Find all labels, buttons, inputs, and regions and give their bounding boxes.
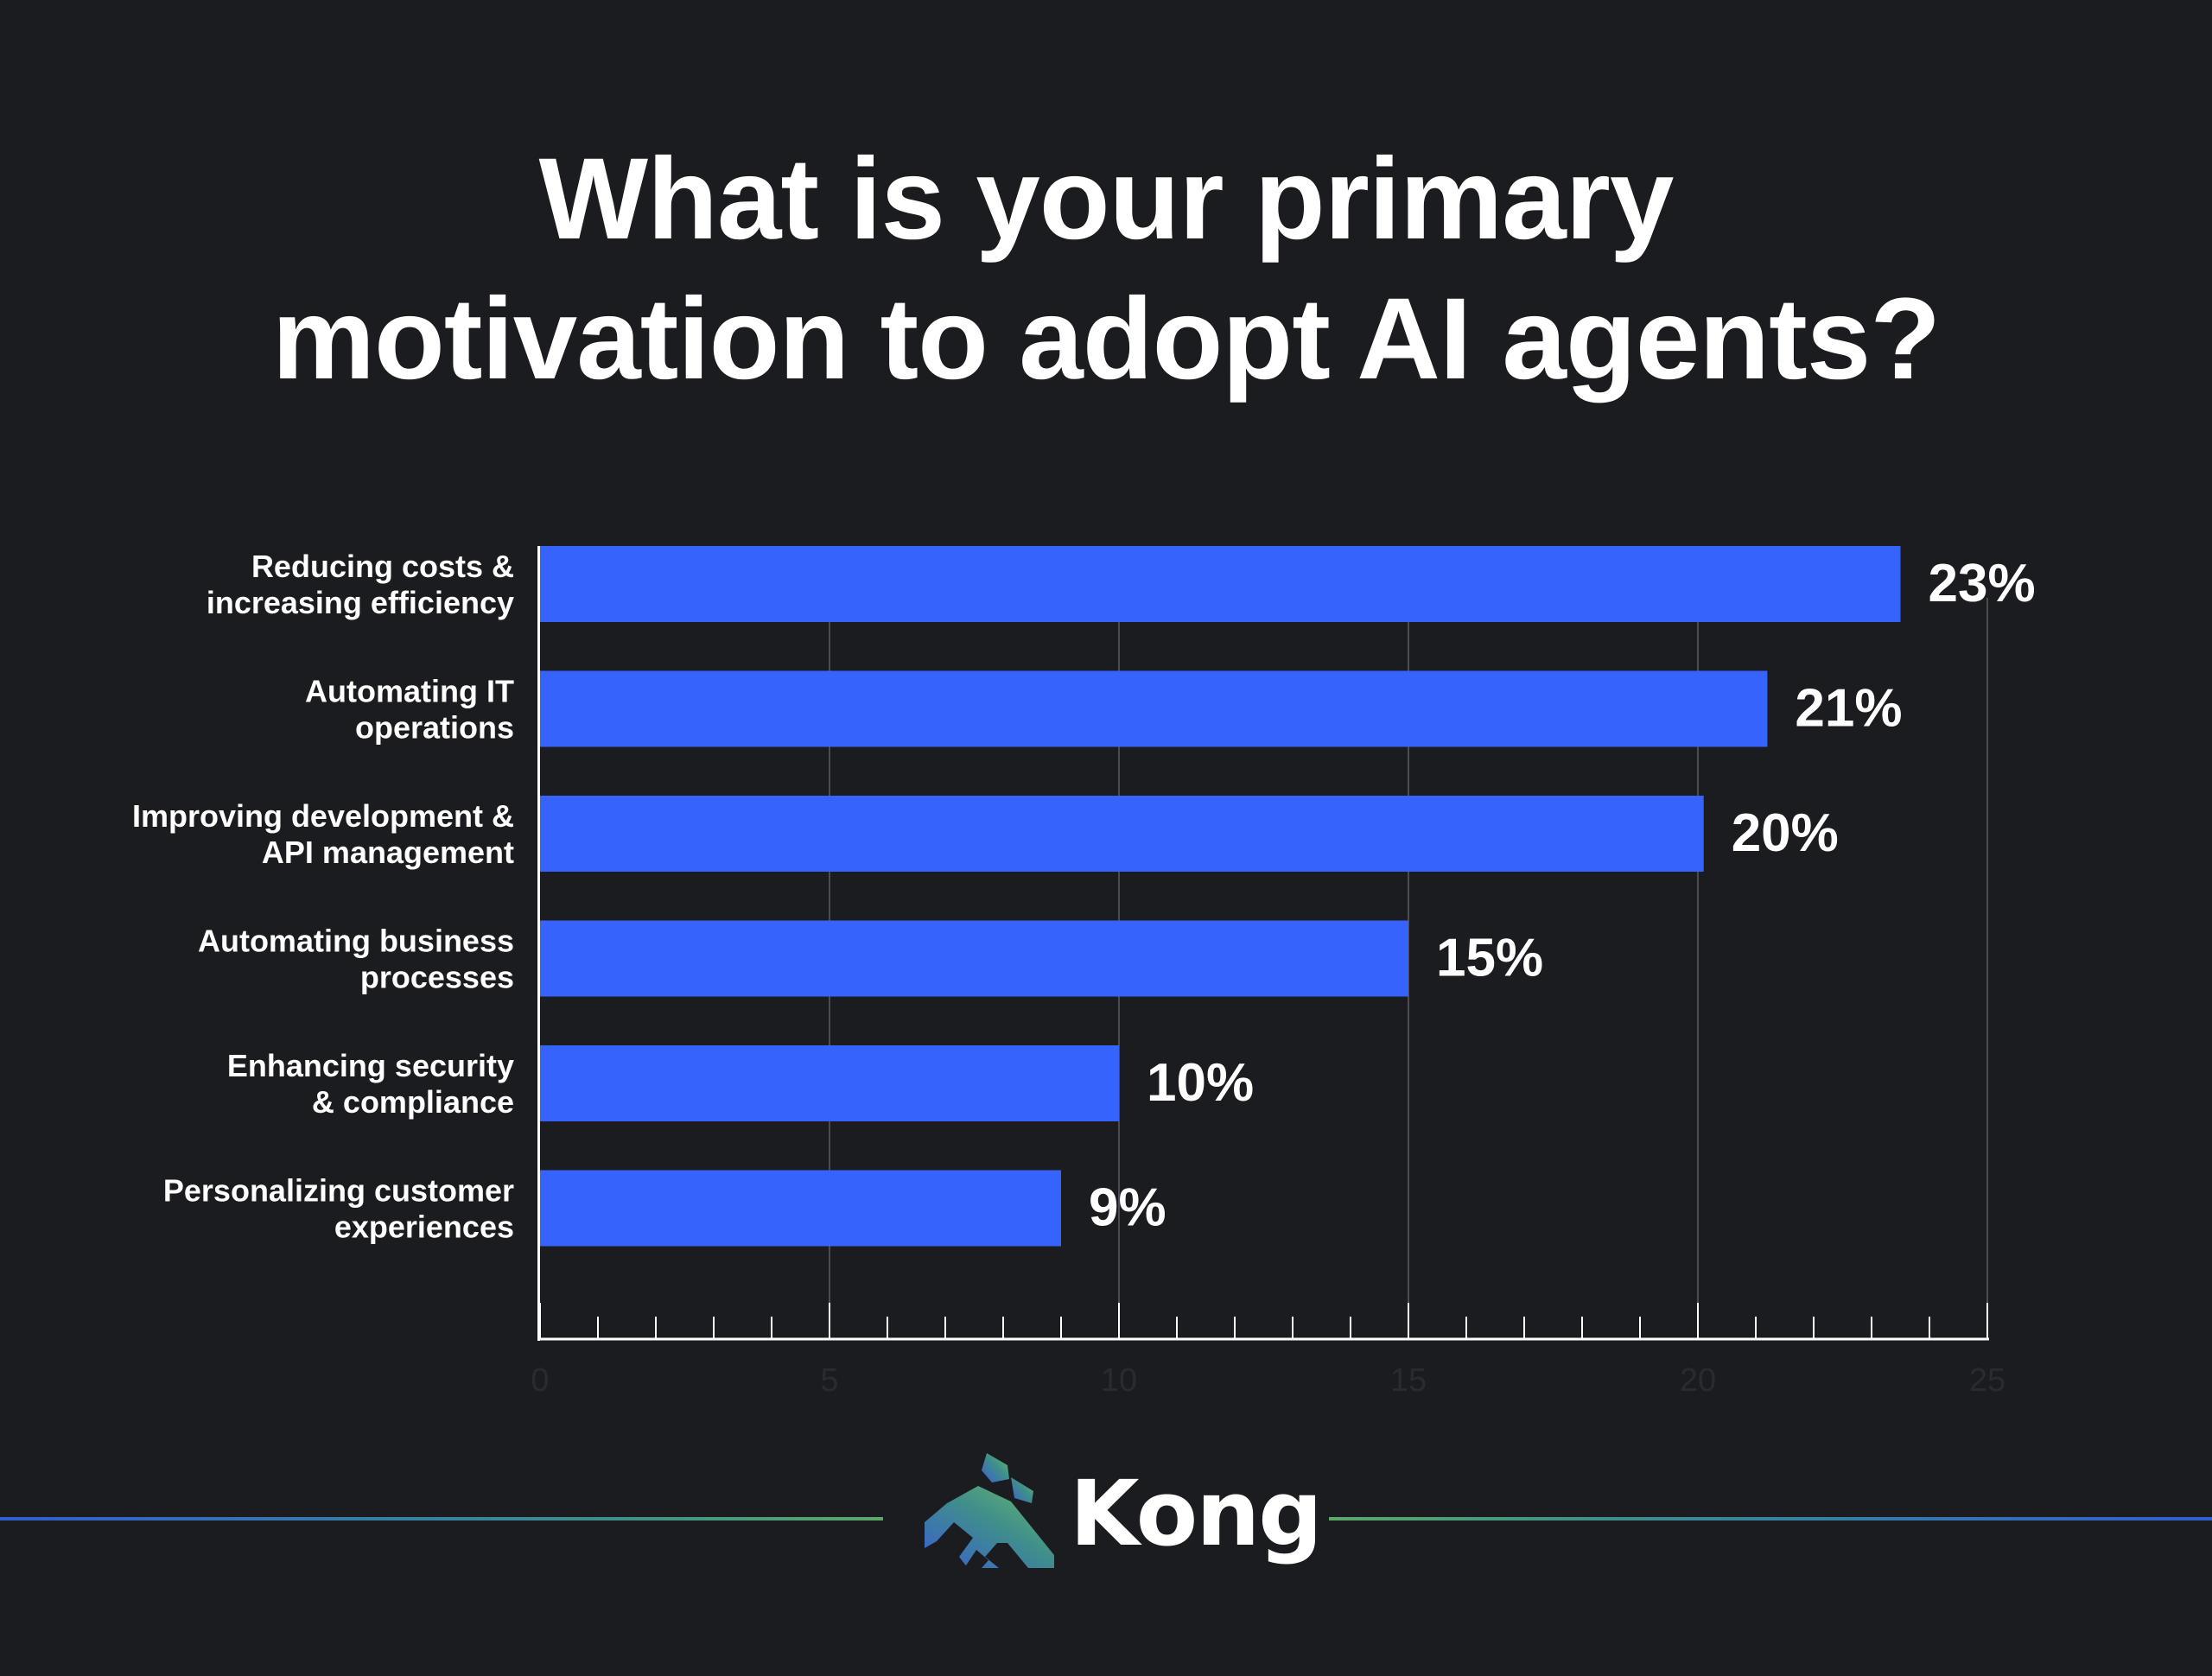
data-label-2: 20% bbox=[1732, 803, 1839, 863]
bars bbox=[540, 546, 1901, 1247]
bar-2 bbox=[540, 796, 1704, 872]
category-label-2: Improving development & API management bbox=[132, 798, 514, 870]
kong-wordmark: Kong bbox=[1070, 1461, 1323, 1566]
category-label-line: experiences bbox=[334, 1209, 514, 1245]
chart-title-line-2: motivation to adopt AI agents? bbox=[271, 275, 1941, 403]
x-axis bbox=[537, 546, 1989, 1341]
data-labels: 23% 21% 20% 15% 10% 9% bbox=[1089, 554, 2036, 1238]
footer-divider-left bbox=[0, 1517, 883, 1520]
category-label-5: Personalizing customer experiences bbox=[163, 1173, 514, 1245]
bar-1 bbox=[540, 670, 1768, 747]
data-label-4: 10% bbox=[1147, 1053, 1254, 1113]
category-label-line: & compliance bbox=[312, 1084, 514, 1120]
category-label-line: operations bbox=[355, 710, 514, 746]
category-label-line: Enhancing security bbox=[227, 1048, 514, 1083]
data-label-5: 9% bbox=[1089, 1178, 1166, 1238]
x-tick-label-5: 5 bbox=[820, 1362, 838, 1399]
category-label-line: Improving development & bbox=[132, 798, 514, 834]
category-label-line: Automating business bbox=[198, 924, 514, 959]
category-label-line: API management bbox=[262, 835, 514, 870]
category-label-line: Automating IT bbox=[305, 674, 514, 709]
category-label-line: processes bbox=[360, 960, 514, 995]
category-label-line: Personalizing customer bbox=[163, 1173, 514, 1209]
bar-0 bbox=[540, 546, 1901, 622]
bar-3 bbox=[540, 920, 1408, 997]
category-label-4: Enhancing security & compliance bbox=[227, 1048, 514, 1120]
footer-divider-right bbox=[1329, 1517, 2212, 1520]
kong-gorilla-icon bbox=[925, 1453, 1054, 1568]
bar-4 bbox=[540, 1045, 1119, 1121]
x-tick-label-15: 15 bbox=[1390, 1362, 1427, 1399]
category-labels: Reducing costs & increasing efficiency Aut… bbox=[132, 549, 514, 1245]
category-label-3: Automating business processes bbox=[198, 924, 514, 995]
chart-title-line-1: What is your primary bbox=[538, 135, 1675, 263]
kong-logo: Kong bbox=[925, 1453, 1323, 1574]
x-tick-labels: 0 5 10 15 20 25 bbox=[531, 1362, 2005, 1399]
data-label-1: 21% bbox=[1795, 679, 1902, 739]
category-label-0: Reducing costs & increasing efficiency bbox=[207, 549, 514, 620]
data-label-0: 23% bbox=[1929, 554, 2036, 613]
bar-chart: Reducing costs & increasing efficiency Aut… bbox=[132, 546, 2036, 1399]
category-label-line: Reducing costs & bbox=[251, 549, 514, 584]
category-label-line: increasing efficiency bbox=[207, 585, 514, 620]
category-label-1: Automating IT operations bbox=[305, 674, 514, 746]
chart-title: What is your primary motivation to adopt… bbox=[0, 130, 2212, 409]
x-tick-label-0: 0 bbox=[531, 1362, 549, 1399]
bar-5 bbox=[540, 1170, 1061, 1247]
x-tick-label-25: 25 bbox=[1969, 1362, 2005, 1399]
data-label-3: 15% bbox=[1436, 929, 1543, 988]
x-tick-label-20: 20 bbox=[1680, 1362, 1716, 1399]
x-tick-label-10: 10 bbox=[1101, 1362, 1137, 1399]
